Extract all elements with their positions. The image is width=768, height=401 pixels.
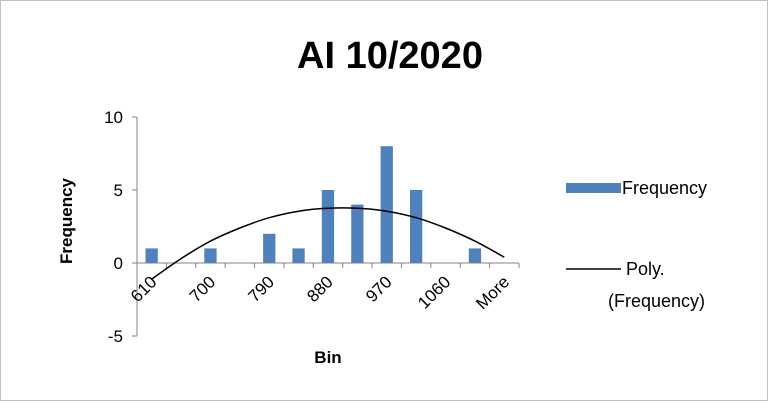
trendline-group [151, 207, 505, 280]
x-tick-label: More [472, 272, 513, 313]
y-tick-label: -5 [108, 327, 123, 346]
bar-frequency-2 [204, 248, 217, 263]
legend-label-poly: Poly. [626, 259, 665, 279]
y-tick-label: 5 [114, 181, 123, 200]
legend: Frequency Poly. (Frequency) [566, 178, 707, 311]
legend-swatch-frequency [566, 183, 621, 193]
bar-frequency-4 [263, 233, 276, 263]
trendline-poly-frequency [151, 207, 505, 280]
bar-frequency-7 [351, 204, 364, 263]
bar-frequency-6 [321, 190, 335, 263]
x-tick-label: 880 [303, 272, 336, 305]
chart-title: AI 10/2020 [297, 35, 483, 77]
bar-frequency-8 [380, 146, 393, 263]
bar-group [145, 146, 482, 263]
x-tick-label: 700 [186, 272, 219, 305]
y-tick-label: 10 [104, 108, 123, 127]
y-tick-group: 10 5 0 -5 [104, 108, 137, 346]
legend-label-frequency: Frequency [622, 178, 707, 198]
legend-label-poly-line2: (Frequency) [608, 291, 705, 311]
x-tick-label: 790 [245, 272, 278, 305]
y-tick-label: 0 [114, 254, 123, 273]
bar-frequency-5 [292, 248, 305, 263]
x-tick-label: 970 [362, 272, 395, 305]
bar-frequency-9 [410, 190, 423, 263]
x-axis-title: Bin [314, 348, 341, 367]
x-tick-group: 610 700 790 880 970 1060 More [127, 263, 520, 313]
x-tick-label: 610 [127, 272, 160, 305]
y-axis-title: Frequency [57, 177, 76, 264]
bar-frequency-11 [468, 248, 482, 263]
bar-frequency-0 [145, 248, 158, 263]
x-tick-label: 1060 [414, 272, 454, 312]
